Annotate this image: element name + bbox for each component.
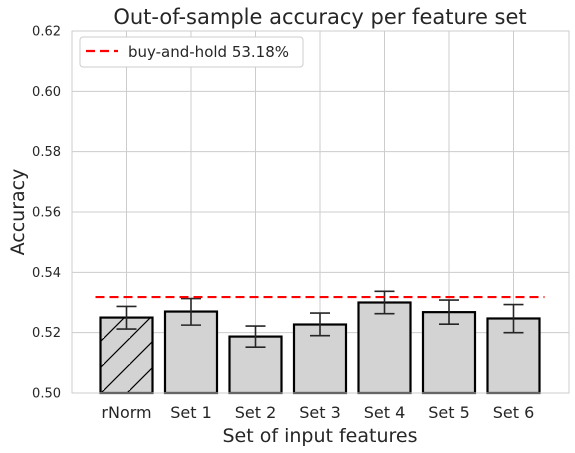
chart-title: Out-of-sample accuracy per feature set [113,5,526,29]
x-axis-label: Set of input features [222,425,417,447]
x-tick-label: Set 3 [299,403,341,422]
x-tick-label: Set 2 [235,403,277,422]
x-tick-label: Set 4 [364,403,406,422]
plot-frame [71,30,570,394]
y-tick-label: 0.60 [32,85,61,100]
y-tick-label: 0.52 [32,326,61,341]
bar [358,302,411,393]
x-tick-labels: rNorm Set 1 Set 2 Set 3 Set 4 Set 5 Set 6 [101,403,534,422]
y-tick-label: 0.54 [32,266,61,281]
y-tick-labels: 0.50 0.52 0.54 0.56 0.58 0.60 0.62 [32,25,61,402]
legend-box [79,36,304,68]
bar-hatch [100,317,153,393]
y-axis-label: Accuracy [7,169,29,256]
x-tick-label: rNorm [101,403,151,422]
bars [99,301,541,395]
x-tick-label: Set 1 [170,403,212,422]
y-tick-label: 0.58 [32,145,61,160]
y-tick-label: 0.50 [32,387,61,402]
y-tick-label: 0.56 [32,206,61,221]
error-bars [116,290,524,348]
x-tick-label: Set 5 [428,403,470,422]
x-tick-label: Set 6 [493,403,535,422]
legend-label: buy-and-hold 53.18% [128,43,289,61]
y-tick-label: 0.62 [32,25,61,40]
bar [423,312,475,393]
legend: buy-and-hold 53.18% [79,36,304,68]
